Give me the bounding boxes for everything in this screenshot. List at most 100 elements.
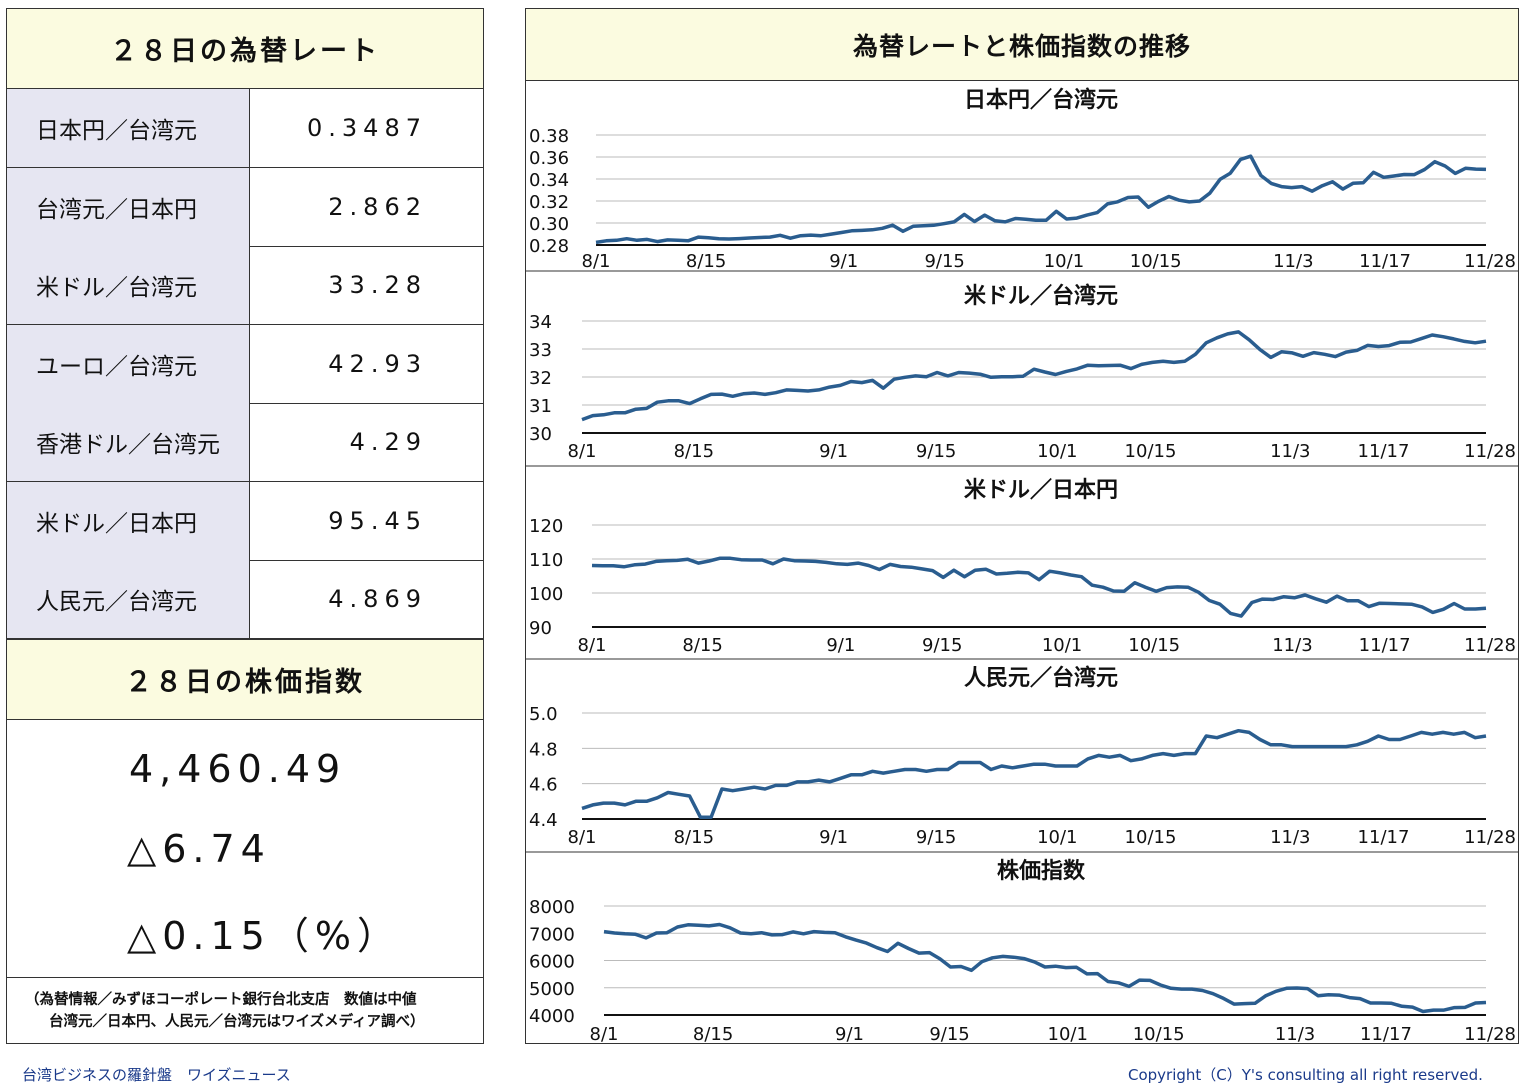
rate-value: 4.29: [349, 428, 427, 456]
y-tick-label: 4.6: [529, 775, 558, 796]
chart-title: 日本円／台湾元: [964, 87, 1118, 113]
y-tick-label: 110: [529, 550, 563, 571]
x-tick-label: 9/15: [924, 251, 964, 272]
rate-label: 日本円／台湾元: [7, 89, 250, 167]
rate-row: 日本円／台湾元 0.3487: [7, 89, 483, 168]
footer-site-name: 台湾ビジネスの羅針盤 ワイズニュース: [22, 1066, 291, 1084]
x-tick-label: 11/28: [1464, 251, 1516, 272]
rate-value: 2.862: [328, 192, 427, 221]
y-tick-label: 100: [529, 584, 563, 605]
series-line: [595, 154, 1487, 245]
x-tick-label: 11/17: [1358, 827, 1410, 848]
stock-change-value: △6.74: [127, 827, 271, 871]
rate-label: 米ドル／日本円: [7, 481, 250, 560]
x-tick-label: 11/17: [1359, 635, 1411, 656]
x-tick-label: 10/15: [1133, 1024, 1185, 1043]
footer-copyright: Copyright（C）Y's consulting all right res…: [1128, 1066, 1483, 1084]
rate-value: 42.93: [328, 349, 427, 378]
rate-row: 台湾元／日本円 2.862: [7, 167, 483, 247]
x-tick-label: 8/15: [674, 827, 714, 848]
rates-title: ２８日の為替レート: [7, 9, 483, 89]
y-tick-label: 0.36: [529, 148, 569, 169]
y-tick-label: 34: [529, 312, 552, 333]
x-tick-label: 9/15: [916, 441, 956, 462]
x-tick-label: 10/1: [1044, 251, 1084, 272]
x-tick-label: 11/3: [1275, 1024, 1315, 1043]
y-tick-label: 0.28: [529, 236, 569, 257]
chart-title: 米ドル／台湾元: [964, 283, 1118, 309]
x-tick-label: 11/17: [1358, 441, 1410, 462]
y-tick-label: 33: [529, 340, 552, 361]
rate-label: ユーロ／台湾元: [7, 324, 250, 403]
y-tick-label: 31: [529, 396, 552, 417]
y-tick-label: 4000: [529, 1006, 575, 1027]
source-note-line1: （為替情報／みずほコーポレート銀行台北支店 数値は中値: [25, 992, 417, 1008]
x-tick-label: 10/15: [1125, 827, 1177, 848]
x-tick-label: 8/15: [674, 441, 714, 462]
series-line: [581, 330, 1487, 422]
x-tick-label: 11/28: [1464, 827, 1516, 848]
y-tick-label: 0.34: [529, 170, 569, 191]
x-tick-label: 10/1: [1042, 635, 1082, 656]
x-tick-label: 9/1: [819, 827, 848, 848]
charts-area: 日本円／台湾元 0.280.300.320.340.360.38 8/1 8/15 9/…: [526, 87, 1518, 1043]
x-tick-label: 9/1: [835, 1024, 864, 1043]
series-line: [603, 922, 1487, 1014]
x-tick-label: 11/3: [1270, 441, 1310, 462]
chart-title: 米ドル／日本円: [964, 478, 1118, 503]
x-tick-label: 8/1: [590, 1024, 619, 1043]
x-tick-label: 9/15: [929, 1024, 969, 1043]
y-tick-label: 0.38: [529, 126, 569, 147]
y-tick-label: 30: [529, 424, 552, 445]
x-tick-label: 10/1: [1037, 441, 1077, 462]
stock-title: ２８日の株価指数: [7, 639, 483, 720]
rate-row: 香港ドル／台湾元 4.29: [7, 403, 483, 482]
x-tick-label: 9/15: [922, 635, 962, 656]
y-tick-label: 0.32: [529, 192, 569, 213]
rate-value: 4.869: [328, 585, 427, 613]
x-tick-label: 11/28: [1464, 1024, 1516, 1043]
rate-label: 人民元／台湾元: [7, 560, 250, 638]
x-tick-label: 10/15: [1125, 441, 1177, 462]
rate-row: ユーロ／台湾元 42.93: [7, 324, 483, 404]
source-note-line2: 台湾元／日本円、人民元／台湾元はワイズメディア調べ）: [49, 1014, 425, 1030]
rate-value: 95.45: [328, 506, 427, 535]
rate-row: 人民元／台湾元 4.869: [7, 560, 483, 639]
x-tick-label: 11/3: [1272, 635, 1312, 656]
source-note: （為替情報／みずほコーポレート銀行台北支店 数値は中値 台湾元／日本円、人民元／…: [7, 977, 483, 1045]
rate-label: 台湾元／日本円: [7, 167, 250, 246]
charts-title: 為替レートと株価指数の推移: [526, 9, 1518, 81]
x-tick-label: 8/15: [686, 251, 726, 272]
chart-title: 人民元／台湾元: [964, 665, 1118, 691]
x-tick-label: 10/15: [1128, 635, 1180, 656]
chart-title: 株価指数: [997, 858, 1086, 884]
x-tick-label: 11/3: [1273, 251, 1313, 272]
x-tick-label: 8/1: [568, 827, 597, 848]
x-tick-label: 11/17: [1359, 251, 1411, 272]
y-tick-label: 4.8: [529, 739, 558, 760]
rate-label: 米ドル／台湾元: [7, 246, 250, 324]
y-tick-label: 5.0: [529, 704, 558, 725]
right-panel: 為替レートと株価指数の推移 日本円／台湾元 0.28 0.30 0.32 0.34 0.3…: [525, 8, 1519, 1044]
y-tick-label: 90: [529, 618, 552, 639]
x-tick-label: 8/1: [582, 251, 611, 272]
y-tick-label: 0.30: [529, 214, 569, 235]
x-tick-label: 10/15: [1130, 251, 1182, 272]
x-tick-label: 9/1: [819, 441, 848, 462]
y-tick-label: 4.4: [529, 810, 558, 831]
rate-row: 米ドル／台湾元 33.28: [7, 246, 483, 325]
y-tick-label: 8000: [529, 897, 575, 918]
stock-index-value: 4,460.49: [129, 747, 347, 791]
x-tick-label: 11/28: [1464, 635, 1516, 656]
x-tick-label: 9/1: [826, 635, 855, 656]
y-tick-label: 120: [529, 516, 563, 537]
x-tick-label: 9/15: [916, 827, 956, 848]
series-line: [591, 556, 1487, 618]
y-tick-label: 6000: [529, 952, 575, 973]
x-tick-label: 8/15: [693, 1024, 733, 1043]
x-tick-label: 9/1: [829, 251, 858, 272]
y-tick-label: 32: [529, 368, 552, 389]
y-tick-label: 5000: [529, 979, 575, 1000]
x-tick-label: 10/1: [1048, 1024, 1088, 1043]
x-tick-label: 8/1: [578, 635, 607, 656]
